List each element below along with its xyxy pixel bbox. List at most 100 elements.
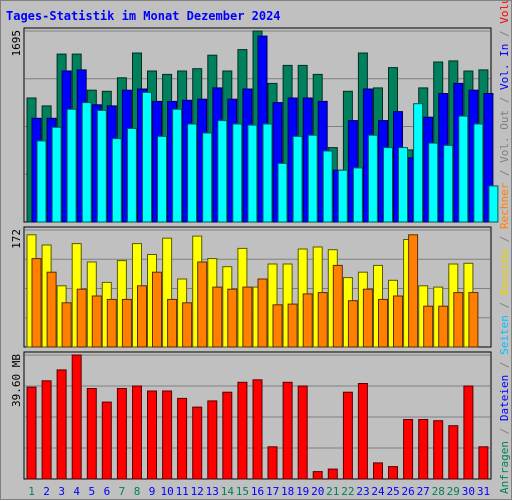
legend-segment: / — [498, 24, 511, 44]
bar-volumen-day-7 — [116, 388, 127, 480]
bar-volumen-day-26 — [403, 419, 414, 480]
x-tick-label: 14 — [221, 485, 235, 498]
bar-rechner-day-15 — [242, 286, 253, 348]
x-tick-label: 10 — [160, 485, 173, 498]
legend-segment: / — [498, 229, 511, 249]
x-tick-label: 26 — [401, 485, 414, 498]
bar-volumen-day-30 — [463, 385, 474, 480]
bar-volumen-day-5 — [86, 388, 97, 480]
bar-seiten-day-17 — [277, 162, 288, 223]
bar-rechner-day-29 — [453, 292, 464, 348]
bar-volumen-day-12 — [192, 406, 203, 480]
bar-volumen-day-21 — [327, 468, 338, 480]
legend-segment: Volumen — [498, 1, 511, 24]
bar-volumen-day-16 — [252, 379, 263, 480]
bar-rechner-day-10 — [167, 298, 178, 348]
x-tick-label: 6 — [104, 485, 111, 498]
bar-volumen-day-2 — [41, 380, 52, 480]
bar-seiten-day-13 — [217, 120, 228, 223]
bar-seiten-day-3 — [66, 108, 77, 223]
x-tick-label: 21 — [326, 485, 339, 498]
y-tick-label-bottom: 39.60 MB — [10, 354, 23, 407]
bar-rechner-day-6 — [106, 298, 117, 348]
y-tick-label-middle: 172 — [10, 229, 23, 249]
x-tick-label: 20 — [311, 485, 324, 498]
bar-volumen-day-4 — [71, 354, 82, 480]
bar-seiten-day-22 — [352, 167, 363, 223]
bar-rechner-day-22 — [347, 300, 358, 348]
bar-volumen-day-25 — [388, 466, 398, 480]
bar-volumen-day-18 — [282, 381, 293, 480]
x-tick-label: 27 — [417, 485, 430, 498]
bar-volumen-day-11 — [177, 397, 188, 480]
bar-volumen-day-6 — [101, 401, 112, 480]
bar-rechner-day-23 — [362, 288, 373, 348]
right-legend: Anfragen / Dateien / Seiten / Besuche / … — [498, 1, 511, 494]
bar-seiten-day-21 — [337, 169, 348, 223]
legend-segment: / — [498, 90, 511, 110]
bar-rechner-day-24 — [378, 298, 388, 348]
legend-segment: / — [498, 421, 511, 441]
bar-rechner-day-16 — [257, 278, 268, 348]
bar-seiten-day-16 — [262, 123, 273, 223]
bar-volumen-day-31 — [478, 446, 489, 480]
legend-segment: Besuche — [498, 249, 511, 295]
bar-volumen-day-3 — [56, 369, 67, 480]
bar-rechner-day-5 — [91, 295, 102, 348]
x-tick-label: 31 — [477, 485, 490, 498]
bar-seiten-day-1 — [36, 140, 47, 223]
bar-rechner-day-28 — [438, 305, 449, 348]
legend-segment: Vol. In — [498, 44, 511, 90]
x-tick-label: 23 — [356, 485, 369, 498]
bar-rechner-day-8 — [137, 285, 147, 348]
x-tick-label: 9 — [149, 485, 156, 498]
x-tick-label: 5 — [88, 485, 95, 498]
x-tick-label: 18 — [281, 485, 294, 498]
bar-seiten-day-19 — [307, 134, 318, 223]
x-tick-label: 3 — [58, 485, 65, 498]
bar-seiten-day-23 — [367, 134, 378, 223]
bar-seiten-day-2 — [51, 126, 62, 223]
bar-seiten-day-20 — [322, 150, 333, 223]
x-tick-label: 16 — [251, 485, 264, 498]
bar-rechner-day-12 — [197, 261, 208, 348]
bar-rechner-day-30 — [468, 292, 479, 348]
bar-volumen-day-24 — [373, 462, 383, 480]
bar-rechner-day-27 — [423, 305, 434, 348]
bar-rechner-day-18 — [287, 303, 298, 348]
bar-seiten-day-10 — [172, 108, 183, 223]
bar-seiten-day-6 — [111, 138, 122, 223]
x-tick-label: 22 — [341, 485, 354, 498]
bar-rechner-day-1 — [31, 258, 42, 348]
legend-segment: Anfragen — [498, 441, 511, 494]
bar-seiten-day-11 — [187, 123, 198, 223]
legend-segment: / — [498, 295, 511, 315]
bar-seiten-day-31 — [488, 185, 499, 223]
bar-volumen-day-10 — [162, 390, 173, 480]
bar-seiten-day-27 — [428, 142, 439, 223]
legend-segment: / — [498, 355, 511, 375]
legend-segment: Vol. Out — [498, 110, 511, 163]
bar-seiten-day-14 — [232, 123, 243, 223]
legend-segment: Rechner — [498, 182, 511, 229]
bar-seiten-day-9 — [157, 135, 167, 223]
bar-volumen-day-20 — [312, 471, 323, 480]
chart-title: Tages-Statistik im Monat Dezember 2024 — [6, 9, 281, 23]
bar-rechner-day-11 — [182, 302, 193, 348]
bar-seiten-day-18 — [292, 135, 303, 223]
bar-volumen-day-15 — [237, 381, 248, 480]
legend-segment: Seiten — [498, 315, 511, 355]
bar-volumen-day-27 — [418, 419, 429, 480]
x-tick-label: 13 — [206, 485, 219, 498]
bar-seiten-day-12 — [202, 132, 213, 223]
bar-volumen-day-14 — [222, 391, 233, 480]
bar-rechner-day-17 — [272, 304, 283, 348]
bar-volumen-day-23 — [357, 383, 368, 480]
bar-rechner-day-9 — [152, 271, 162, 348]
x-tick-label: 8 — [134, 485, 141, 498]
bar-seiten-day-7 — [126, 128, 137, 223]
x-tick-label: 4 — [73, 485, 80, 498]
bar-volumen-day-8 — [132, 385, 142, 480]
legend-segment: Dateien — [498, 375, 511, 421]
